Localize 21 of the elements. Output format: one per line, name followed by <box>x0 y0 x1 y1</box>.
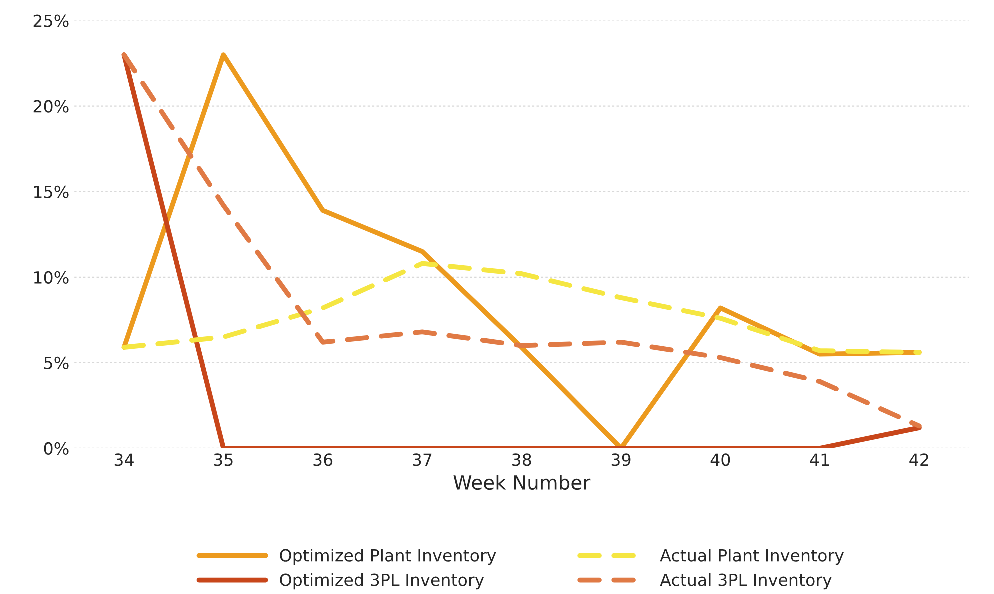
x-tick-label: 36 <box>314 454 333 466</box>
x-tick-label: 35 <box>214 454 233 466</box>
x-tick-label: 37 <box>413 454 432 466</box>
x-tick-label: 39 <box>612 454 631 466</box>
x-tick-label: 38 <box>512 454 532 466</box>
x-axis-title: Week Number <box>454 475 591 490</box>
x-tick-label: 40 <box>710 454 730 466</box>
y-tick-label: 20% <box>34 100 69 113</box>
legend-label: Actual Plant Inventory <box>660 549 844 566</box>
y-tick-label: 5% <box>44 356 69 370</box>
x-tick-label: 42 <box>910 454 928 466</box>
y-tick-label: 10% <box>34 271 69 284</box>
x-tick-label: 34 <box>114 454 134 466</box>
y-tick-label: 15% <box>34 186 69 198</box>
y-tick-label: 0% <box>44 442 69 456</box>
legend-label: Optimized Plant Inventory <box>280 549 496 566</box>
line-series <box>122 261 922 356</box>
x-tick-label: 41 <box>810 454 830 466</box>
legend-label: Actual 3PL Inventory <box>660 573 832 590</box>
legend-label: Optimized 3PL Inventory <box>280 573 484 590</box>
y-tick-label: 25% <box>34 14 69 28</box>
